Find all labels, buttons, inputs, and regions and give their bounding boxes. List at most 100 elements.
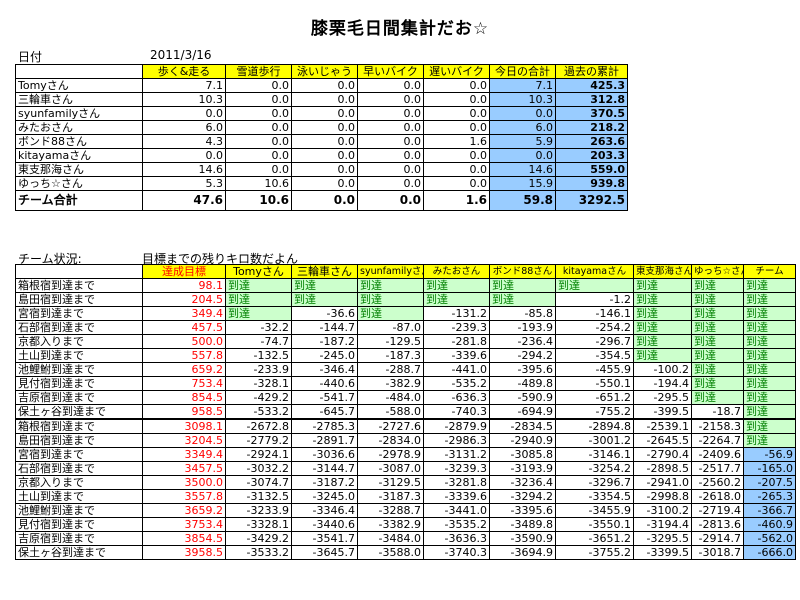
table-cell: 15.9: [489, 176, 556, 191]
table-cell: -3429.2: [225, 531, 292, 546]
reached-cell: 到達: [357, 306, 424, 321]
reached-cell: 到達: [743, 390, 796, 405]
goal-name: 箱根宿到達まで: [15, 278, 143, 293]
column-header: 達成目標: [142, 264, 226, 279]
table-cell: -3440.6: [291, 517, 358, 532]
goal-name: 石部宿到達まで: [15, 461, 143, 476]
table-row: 島田宿到達まで 204.5 到達 到達 到達 到達 到達 -1.2 到達 到達 到達: [15, 292, 796, 307]
table-row: kitayamaさん 0.0 0.0 0.0 0.0 0.0 0.0 203.3: [15, 148, 628, 163]
column-header: syunfamilyさん: [357, 264, 424, 279]
table-cell: -3535.2: [423, 517, 490, 532]
table-cell: -2879.9: [423, 418, 490, 434]
reached-cell: 到達: [423, 278, 490, 293]
column-header: 今日の合計: [489, 64, 556, 79]
table-cell: -651.2: [555, 390, 634, 405]
table-cell: -245.0: [291, 348, 358, 363]
table-cell: -3288.7: [357, 503, 424, 518]
table-cell: -2978.9: [357, 447, 424, 462]
table-cell: -56.9: [743, 447, 796, 462]
table-cell: -2719.4: [691, 503, 744, 518]
table-cell: -87.0: [357, 320, 424, 335]
goal-name: 島田宿到達まで: [15, 433, 143, 448]
table-cell: -346.4: [291, 362, 358, 377]
reached-cell: 到達: [357, 292, 424, 307]
goal-name: 池鯉鮒到達まで: [15, 503, 143, 518]
table-row: 三輪車さん 10.3 0.0 0.0 0.0 0.0 10.3 312.8: [15, 92, 628, 107]
column-header: ボンド88さん: [489, 264, 556, 279]
remaining-distance-note: 目標までの残りキロ数だよん: [142, 252, 299, 266]
reached-cell: 到達: [633, 348, 692, 363]
table-cell: -3187.2: [291, 475, 358, 490]
table-cell: 0.0: [291, 92, 358, 107]
table-cell: 0.0: [291, 120, 358, 135]
table-cell: -3489.8: [489, 517, 556, 532]
table-cell: -3187.3: [357, 489, 424, 504]
table-cell: -2940.9: [489, 433, 556, 448]
table-cell: 0.0: [291, 162, 358, 177]
table-cell: -3294.2: [489, 489, 556, 504]
table-cell: -2898.5: [633, 461, 692, 476]
column-header: ゆっち☆さん: [691, 264, 744, 279]
table-cell: -489.8: [489, 376, 556, 391]
table-row: みたおさん 6.0 0.0 0.0 0.0 0.0 6.0 218.2: [15, 120, 628, 135]
table-cell: -2539.1: [633, 418, 692, 434]
table-cell: 203.3: [555, 148, 628, 163]
member-name: Tomyさん: [15, 78, 143, 93]
table-row: ゆっち☆さん 5.3 10.6 0.0 0.0 0.0 15.9 939.8: [15, 176, 628, 191]
member-name: kitayamaさん: [15, 148, 143, 163]
goal-target: 3349.4: [142, 447, 226, 462]
reached-cell: 到達: [691, 334, 744, 349]
daily-summary-table: 歩く&走る 雪道歩行 泳いじゃう 早いバイク 遅いバイク 今日の合計 過去の累計 Tomyさん…: [15, 64, 628, 211]
table-row: 宮宿到達まで 3349.4 -2924.1 -3036.6 -2978.9 -3131.2…: [15, 447, 796, 462]
reached-cell: 到達: [743, 320, 796, 335]
reached-cell: 到達: [691, 320, 744, 335]
table-cell: -533.2: [225, 404, 292, 420]
reached-cell: 到達: [691, 306, 744, 321]
table-cell: -2560.2: [691, 475, 744, 490]
table-row: 池鯉鮒到達まで 659.2 -233.9 -346.4 -288.7 -441.0 -395…: [15, 362, 796, 377]
table-row: 京都入りまで 500.0 -74.7 -187.2 -129.5 -281.8 -236.4…: [15, 334, 796, 349]
table-cell: -194.4: [633, 376, 692, 391]
table-cell: 263.6: [555, 134, 628, 149]
table-cell: -366.7: [743, 503, 796, 518]
reached-cell: 到達: [691, 376, 744, 391]
goal-name: 宮宿到達まで: [15, 306, 143, 321]
column-header: [15, 264, 143, 279]
goal-name: 箱根宿到達まで: [15, 418, 143, 434]
total-cell: 0.0: [291, 190, 358, 211]
goal-target: 204.5: [142, 292, 226, 307]
goal-target: 3958.5: [142, 545, 226, 560]
table-cell: -3129.5: [357, 475, 424, 490]
table-cell: 370.5: [555, 106, 628, 121]
table-cell: 0.0: [225, 148, 292, 163]
table-cell: -3245.0: [291, 489, 358, 504]
table-cell: 0.0: [142, 106, 226, 121]
table-cell: -2891.7: [291, 433, 358, 448]
table-cell: -3100.2: [633, 503, 692, 518]
table-cell: -193.9: [489, 320, 556, 335]
table-cell: -395.6: [489, 362, 556, 377]
table-cell: 218.2: [555, 120, 628, 135]
table-cell: 0.0: [423, 120, 490, 135]
table-cell: -2727.6: [357, 418, 424, 434]
member-name: みたおさん: [15, 120, 143, 135]
reached-cell: 到達: [291, 292, 358, 307]
table-cell: 312.8: [555, 92, 628, 107]
table-cell: 0.0: [291, 176, 358, 191]
goal-name: 池鯉鮒到達まで: [15, 362, 143, 377]
goal-name: 吉原宿到達まで: [15, 390, 143, 405]
table-cell: -755.2: [555, 404, 634, 420]
goal-target: 3500.0: [142, 475, 226, 490]
goal-name: 宮宿到達まで: [15, 447, 143, 462]
table-cell: -187.3: [357, 348, 424, 363]
goal-target: 349.4: [142, 306, 226, 321]
table-cell: 14.6: [142, 162, 226, 177]
goal-name: 島田宿到達まで: [15, 292, 143, 307]
table-cell: 0.0: [142, 148, 226, 163]
table-cell: -187.2: [291, 334, 358, 349]
table-cell: -636.3: [423, 390, 490, 405]
goal-target: 3098.1: [142, 418, 226, 434]
goal-target: 3854.5: [142, 531, 226, 546]
table-cell: -339.6: [423, 348, 490, 363]
table-row: 吉原宿到達まで 3854.5 -3429.2 -3541.7 -3484.0 -3636.…: [15, 531, 796, 546]
